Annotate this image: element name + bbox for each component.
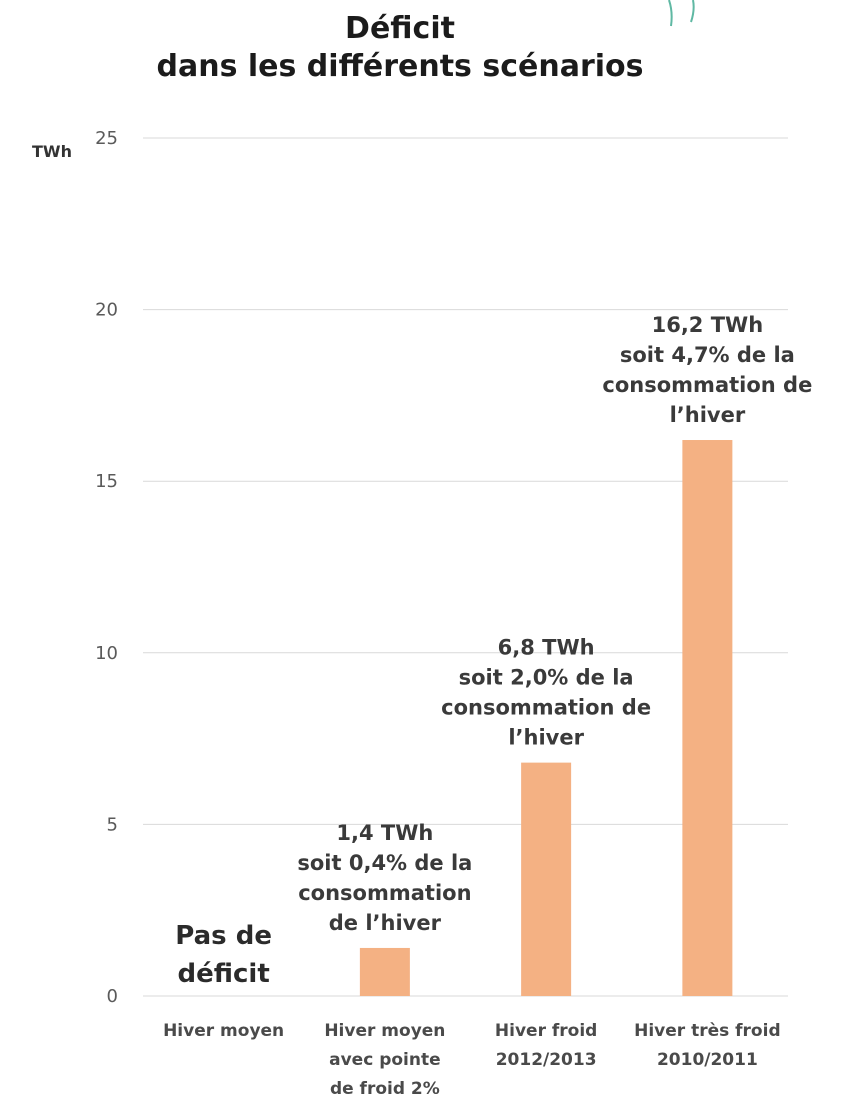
data-label: l’hiver — [508, 726, 584, 750]
data-label: l’hiver — [670, 403, 746, 427]
bar — [359, 947, 410, 996]
data-label: soit 2,0% de la — [459, 666, 634, 690]
chart-title: Déficit dans les différents scénarios — [120, 10, 680, 86]
no-deficit-label: déficit — [177, 959, 269, 989]
x-category-label: Hiver froid — [495, 1021, 597, 1041]
chart-title-line-2: dans les différents scénarios — [156, 49, 644, 84]
y-tick-label: 25 — [95, 128, 118, 149]
bar — [682, 440, 733, 996]
data-label: soit 4,7% de la — [620, 343, 795, 367]
y-axis-unit-label: TWh — [32, 142, 72, 161]
data-label: soit 0,4% de la — [297, 851, 472, 875]
y-tick-label: 10 — [95, 643, 118, 664]
y-tick-label: 20 — [95, 300, 118, 321]
x-category-label: avec pointe — [329, 1050, 441, 1070]
data-label: 16,2 TWh — [652, 313, 764, 337]
data-label: consommation — [298, 881, 471, 905]
x-category-label: Hiver très froid — [634, 1021, 781, 1041]
data-label: consommation de — [441, 696, 651, 720]
chart-title-line-1: Déficit — [345, 11, 455, 46]
x-category-label: Hiver moyen — [163, 1021, 284, 1041]
y-tick-label: 15 — [95, 471, 118, 492]
x-category-label: 2010/2011 — [657, 1050, 758, 1070]
y-tick-label: 5 — [107, 814, 118, 835]
data-label: 1,4 TWh — [336, 821, 433, 845]
x-category-label: 2012/2013 — [496, 1050, 597, 1070]
y-tick-label: 0 — [107, 986, 118, 1007]
decorative-swoosh-icon — [668, 0, 695, 27]
bar — [521, 762, 572, 996]
data-label: consommation de — [602, 373, 812, 397]
data-label: de l’hiver — [329, 911, 442, 935]
x-category-label: Hiver moyen — [324, 1021, 445, 1041]
x-category-label: de froid 2% — [330, 1079, 440, 1099]
no-deficit-label: Pas de — [175, 921, 272, 951]
data-label: 6,8 TWh — [498, 636, 595, 660]
